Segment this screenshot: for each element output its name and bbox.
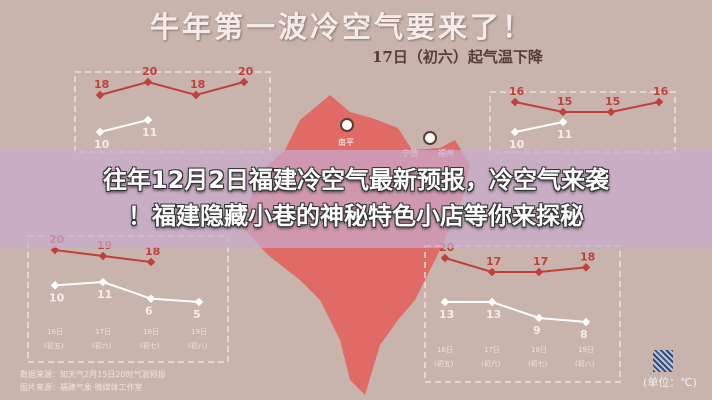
low-temp-label: 10: [94, 138, 110, 151]
high-temp-label: 18: [94, 78, 109, 91]
high-temp-label: 16: [653, 85, 669, 98]
lunar-day-label: (初八): [575, 359, 595, 368]
lunar-day-label: (初八): [188, 341, 208, 350]
title-overlay: 往年12月2日福建冷空气最新预报，冷空气来袭 ！福建隐藏小巷的神秘特色小店等你来…: [0, 150, 712, 248]
low-temp-line: [99, 119, 149, 133]
low-temp-label: 11: [97, 288, 112, 301]
high-temp-label: 17: [533, 255, 548, 268]
low-temp-label: 11: [142, 126, 157, 139]
low-temp-label: 11: [557, 128, 572, 141]
lunar-day-label: (初六): [481, 359, 501, 368]
high-temp-line: [99, 80, 245, 97]
low-temp-line: [514, 121, 564, 133]
high-temp-label: 18: [190, 78, 205, 91]
low-temp-label: 10: [49, 291, 65, 304]
lunar-day-label: (初五): [44, 341, 64, 350]
high-temp-line: [514, 101, 660, 113]
day-label: 17日: [95, 328, 111, 336]
overlay-title-line1: 往年12月2日福建冷空气最新预报，冷空气来袭: [102, 166, 610, 194]
day-label: 19日: [578, 346, 594, 354]
subhead: 17日（初六）起气温下降: [372, 48, 543, 66]
day-label: 19日: [191, 328, 207, 336]
low-temp-label: 6: [145, 305, 153, 318]
low-temp-line: [445, 301, 587, 323]
high-temp-label: 20: [142, 65, 158, 78]
day-label: 17日: [484, 346, 500, 354]
high-temp-label: 15: [605, 95, 620, 108]
headline: 牛年第一波冷空气要来了！: [150, 10, 535, 44]
day-label: 16日: [437, 346, 453, 354]
lunar-day-label: (初七): [528, 359, 548, 368]
overlay-title-line2: ！福建隐藏小巷的神秘特色小店等你来探秘: [128, 202, 584, 230]
data-source: 数据来源：知天气2月15日20时气温预报: [20, 370, 166, 379]
low-temp-label: 8: [580, 328, 588, 341]
chart-frame: [489, 91, 676, 153]
low-temp-line: [54, 280, 200, 303]
lunar-day-label: (初六): [92, 341, 112, 350]
day-label: 16日: [47, 328, 63, 336]
low-temp-label: 5: [193, 308, 201, 321]
day-label: 18日: [143, 328, 159, 336]
high-temp-line: [444, 257, 587, 273]
high-temp-label: 17: [486, 255, 501, 268]
city-label: 南平: [338, 137, 354, 147]
low-temp-label: 13: [486, 308, 501, 321]
high-temp-line: [54, 249, 152, 263]
lunar-day-label: (初五): [434, 359, 454, 368]
high-temp-label: 18: [145, 245, 160, 258]
qr-code: [653, 350, 673, 372]
map-pin-nanping: [340, 118, 354, 132]
lunar-day-label: (初七): [140, 341, 160, 350]
unit-label: (单位：℃): [643, 376, 697, 389]
low-temp-label: 9: [533, 324, 541, 337]
map-pin-ningde: [423, 131, 437, 145]
high-temp-label: 20: [238, 65, 254, 78]
high-temp-label: 16: [509, 85, 525, 98]
low-temp-label: 13: [439, 308, 454, 321]
day-label: 18日: [531, 346, 547, 354]
image-source: 图片来源：福建气象·微媒体工作室: [20, 383, 143, 392]
high-temp-label: 15: [557, 95, 572, 108]
low-temp-label: 10: [509, 138, 525, 151]
chart-frame: [424, 245, 621, 383]
high-temp-label: 18: [580, 250, 595, 263]
